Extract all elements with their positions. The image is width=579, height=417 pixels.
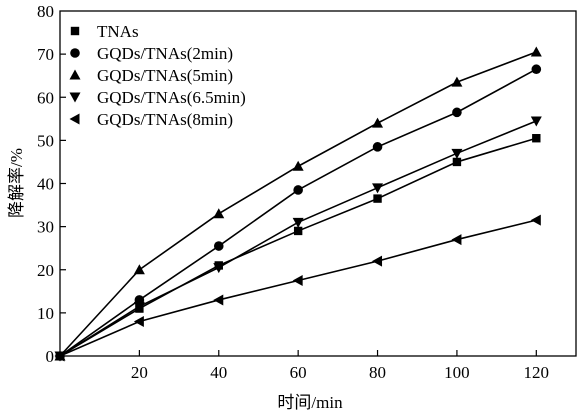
series-1-point xyxy=(293,226,303,236)
series-5-point xyxy=(213,294,224,306)
series-4-point xyxy=(372,183,384,194)
y-axis-label: 降解率/% xyxy=(7,148,26,218)
legend-label-3: GQDs/TNAs(5min) xyxy=(97,66,233,85)
legend-marker-2 xyxy=(70,48,80,58)
series-4-point xyxy=(133,301,145,312)
x-tick-label: 20 xyxy=(131,363,148,382)
series-5-point xyxy=(372,255,383,267)
series-5-point xyxy=(451,234,462,246)
series-4-point xyxy=(213,263,225,274)
y-tick-label: 80 xyxy=(37,2,54,21)
legend-marker-3 xyxy=(69,69,81,80)
y-tick-label: 60 xyxy=(37,88,54,107)
x-tick-label: 40 xyxy=(210,363,227,382)
series-3-point xyxy=(451,76,463,87)
series-3-point xyxy=(213,208,225,219)
x-tick-label: 80 xyxy=(369,363,386,382)
y-tick-label: 0 xyxy=(46,347,55,366)
x-tick-label: 100 xyxy=(444,363,470,382)
legend: TNAs GQDs/TNAs(2min) GQDs/TNAs(5min) GQDs/T… xyxy=(69,22,246,129)
series-2-point xyxy=(293,185,303,195)
y-tick-label: 50 xyxy=(37,131,54,150)
series-line-4 xyxy=(59,120,537,357)
series-4-point xyxy=(530,116,542,127)
series-3-point xyxy=(372,117,384,128)
x-tick-label: 60 xyxy=(290,363,307,382)
y-tick-label: 70 xyxy=(37,45,54,64)
series-line-5 xyxy=(59,219,537,357)
series-2-point xyxy=(452,107,462,118)
series-5-point xyxy=(292,275,303,287)
series-4-point xyxy=(292,217,304,228)
y-tick-label: 40 xyxy=(37,175,54,194)
legend-marker-1 xyxy=(70,26,80,36)
series-2-point xyxy=(372,142,383,152)
legend-label-5: GQDs/TNAs(8min) xyxy=(97,110,233,129)
series-line-1 xyxy=(59,137,537,357)
legend-marker-5 xyxy=(69,113,80,125)
series-5-point xyxy=(530,214,541,226)
legend-marker-4 xyxy=(69,92,81,103)
series-3-point xyxy=(292,160,304,171)
y-tick-label: 10 xyxy=(37,304,54,323)
series-3-point xyxy=(530,46,542,57)
series-markers xyxy=(54,46,542,362)
axis-ticks: 0 10 20 30 40 50 60 70 80 20 40 60 80 100 120 xyxy=(37,2,549,382)
series-3-point xyxy=(133,264,145,275)
y-tick-label: 30 xyxy=(37,218,54,237)
series-2-point xyxy=(531,64,542,75)
series-1-point xyxy=(532,134,541,143)
series-5-point xyxy=(54,350,65,362)
y-tick-label: 20 xyxy=(37,261,54,280)
legend-label-4: GQDs/TNAs(6.5min) xyxy=(97,88,246,107)
x-tick-label: 120 xyxy=(524,363,550,382)
legend-label-1: TNAs xyxy=(97,22,139,41)
series-1-point xyxy=(452,157,462,167)
series-2-point xyxy=(213,241,224,251)
x-axis-label: 时间/min xyxy=(277,393,343,412)
legend-label-2: GQDs/TNAs(2min) xyxy=(97,44,233,63)
series-5-point xyxy=(133,316,144,327)
series-4-point xyxy=(451,148,463,159)
series-1-point xyxy=(373,194,382,203)
